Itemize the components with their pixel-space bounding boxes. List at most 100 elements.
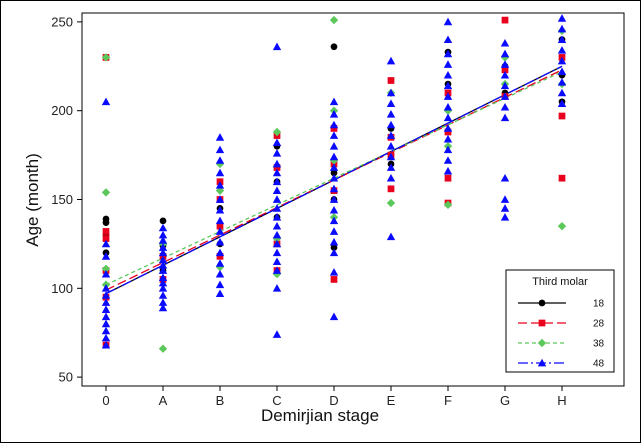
data-point [101,269,111,278]
data-point [386,173,396,182]
data-point [557,78,567,86]
data-point [500,38,510,47]
data-point [101,252,111,260]
data-point [557,67,567,75]
data-point [329,131,339,139]
data-point [443,92,453,100]
data-point [557,88,567,97]
data-point [443,113,453,122]
data-point [102,215,110,223]
data-point [215,237,225,246]
data-point [329,216,339,225]
legend-marker [538,319,546,327]
data-point [101,333,111,342]
data-point [158,261,168,269]
data-point [215,159,225,169]
data-point [158,278,168,287]
legend-items: 18 28 38 48 [518,299,605,370]
data-point [443,166,453,175]
data-point [272,204,282,212]
y-axis: 50 100 150 200 250 [51,14,82,385]
data-point [101,53,111,62]
data-point [273,164,281,171]
data-point [330,43,338,51]
data-point [500,195,510,203]
x-tick-label: A [159,393,168,408]
data-point [215,216,225,225]
data-point [215,259,225,267]
data-point [158,223,168,232]
data-point [500,92,510,100]
y-tick-label: 250 [51,14,73,29]
data-point [215,205,225,214]
legend-marker [537,358,547,367]
data-point [443,200,453,210]
data-point [500,113,510,122]
data-point [386,56,396,65]
data-point [158,236,168,244]
y-tick-label: 100 [51,281,73,296]
data-point [444,174,452,182]
data-point [101,284,111,292]
data-point [272,149,282,157]
data-point [329,15,339,25]
data-point [215,145,225,154]
y-tick-label: 150 [51,192,73,207]
data-point [443,124,453,132]
data-point [272,248,282,257]
data-point [500,49,510,58]
data-point [329,248,339,257]
data-point [272,195,282,203]
data-point [443,145,453,154]
data-point [443,102,453,111]
x-tick-label: F [444,393,452,408]
data-point [101,340,111,349]
data-point [215,156,225,164]
data-point [329,237,339,246]
data-point [329,312,339,321]
data-point [329,110,339,118]
data-point [386,99,396,107]
legend-marker [537,338,547,348]
data-point [443,70,453,79]
data-point [330,244,338,251]
data-point [501,16,509,24]
data-point [158,344,168,353]
data-point [216,252,224,260]
legend-label: 48 [593,359,605,370]
series-48 [101,14,567,349]
data-point [443,134,453,143]
data-point [329,205,339,214]
data-point [386,120,396,129]
legend-title: Third molar [532,276,588,288]
data-point [557,56,567,65]
data-point [443,156,453,164]
data-point [215,227,225,235]
data-point [329,120,339,129]
data-point [329,152,339,161]
data-point [272,266,282,274]
data-point [329,173,339,182]
legend-label: 28 [593,319,605,330]
data-point [386,110,396,118]
legend-box [505,269,615,373]
data-point [500,70,510,79]
x-tick-label: E [387,393,396,408]
data-point [386,163,396,171]
data-point [215,133,225,141]
data-point [158,248,168,257]
data-point [500,204,510,212]
data-point [101,298,111,306]
data-point [557,46,567,54]
data-point [158,255,168,264]
data-point [500,102,510,111]
data-point [158,230,168,239]
data-point [557,14,567,22]
data-point [215,181,225,189]
data-point [558,174,566,182]
data-point [101,264,111,273]
data-point [101,319,111,328]
data-point [101,188,111,197]
data-point [215,289,225,297]
